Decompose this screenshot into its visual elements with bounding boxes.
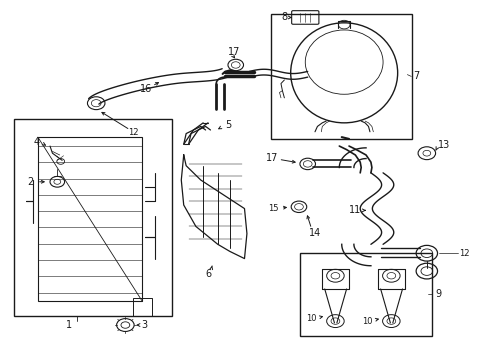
Text: 17: 17 bbox=[265, 153, 278, 163]
Text: 13: 13 bbox=[437, 140, 449, 150]
Text: 6: 6 bbox=[204, 269, 211, 279]
Text: 3: 3 bbox=[142, 320, 147, 330]
Text: 2: 2 bbox=[27, 177, 34, 187]
Text: 14: 14 bbox=[308, 228, 321, 238]
Text: 10: 10 bbox=[361, 316, 371, 325]
Text: 15: 15 bbox=[268, 204, 278, 213]
Text: 10: 10 bbox=[305, 314, 316, 323]
Text: 16: 16 bbox=[140, 84, 152, 94]
Bar bbox=[14, 119, 171, 316]
Text: 11: 11 bbox=[348, 205, 361, 215]
Text: 7: 7 bbox=[412, 71, 419, 81]
Text: 1: 1 bbox=[66, 320, 72, 330]
Text: 8: 8 bbox=[281, 13, 287, 22]
Bar bbox=[132, 298, 152, 316]
Bar bbox=[300, 253, 431, 337]
Text: 4: 4 bbox=[34, 137, 40, 147]
Text: 12: 12 bbox=[128, 128, 139, 137]
Bar bbox=[271, 14, 411, 139]
Text: 5: 5 bbox=[224, 120, 231, 130]
Text: 12: 12 bbox=[458, 249, 468, 258]
Bar bbox=[38, 137, 142, 301]
Text: 17: 17 bbox=[227, 47, 240, 57]
Text: 9: 9 bbox=[434, 289, 440, 298]
